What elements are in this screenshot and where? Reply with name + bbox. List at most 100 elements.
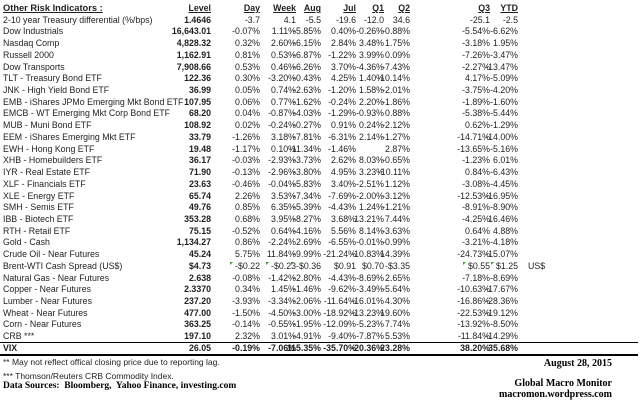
table-row: 2-10 year Treasury differential (%/bps) 1… <box>0 14 638 26</box>
cell-q3: $0.55 <box>462 260 490 272</box>
cell-q1: 1.58% <box>359 85 384 96</box>
cell-jul: -12.09% <box>323 319 356 330</box>
cell-q2: -7.43% <box>382 61 410 72</box>
table-row: MUB - Muni Bond ETF 108.92 0.02% -0.24% -0.2… <box>0 119 638 131</box>
cell-q1: -7.87% <box>356 331 384 342</box>
cell-level: 33.79 <box>188 131 211 142</box>
cell-ytd: -2.5 <box>502 14 518 25</box>
cell-level: 197.10 <box>184 331 211 342</box>
cell-aug: -3.00% <box>293 307 321 318</box>
cell-q2: -2.01% <box>382 85 410 96</box>
cell-week: -7.06% <box>268 342 296 353</box>
cell-ytd: 35.68% <box>488 342 518 353</box>
cell-q3: -24.73% <box>457 249 490 260</box>
cell-week: -0.87% <box>268 108 296 119</box>
table-row: Nasdaq Comp 4,828.32 0.32% 2.60% -6.15% 2.84%… <box>0 37 638 49</box>
column-header-jul: Jul <box>343 3 356 13</box>
cell-day: -1.26% <box>232 131 260 142</box>
cell-q2: 7.74% <box>385 319 410 330</box>
cell-aug: -6.26% <box>293 61 321 72</box>
cell-q1: -3.49% <box>356 284 384 295</box>
cell-q2: -5.64% <box>382 284 410 295</box>
cell-day: 0.81% <box>235 49 260 60</box>
cell-q3: -13.92% <box>457 319 490 330</box>
cell-q3: 38.20% <box>460 342 490 353</box>
cell-q1: 3.23% <box>359 167 384 178</box>
cell-q3: -8.91% <box>462 202 490 213</box>
cell-warning-flag-icon <box>230 261 234 265</box>
cell-q2: -3.63% <box>382 225 410 236</box>
cell-jul: -1.29% <box>328 108 356 119</box>
cell-level: 353.28 <box>184 213 211 224</box>
cell-jul: -18.92% <box>323 307 356 318</box>
cell-warning-flag-icon <box>266 261 270 265</box>
cell-ytd: -15.07% <box>485 249 518 260</box>
cell-week: -1.42% <box>268 272 296 283</box>
cell-level: 1.4646 <box>184 14 211 25</box>
cell-q1: -4.36% <box>356 61 384 72</box>
cell-q1: 8.14% <box>359 225 384 236</box>
report-date: August 28, 2015 <box>543 358 612 369</box>
cell-jul: $0.91 <box>333 260 356 271</box>
cell-aug: -$0.36 <box>291 260 321 272</box>
cell-ytd: -8.90% <box>490 202 518 213</box>
column-header-aug: Aug <box>303 3 321 13</box>
cell-jul: -1.20% <box>328 85 356 96</box>
cell-q3: -1.89% <box>462 96 490 107</box>
cell-ytd: -17.67% <box>485 284 518 295</box>
cell-jul: 4.25% <box>331 73 356 84</box>
cell-q1: 3.99% <box>359 49 384 60</box>
cell-aug: -2.80% <box>293 272 321 283</box>
cell-q2: 34.6 <box>392 14 410 25</box>
cell-q2: 2.65% <box>385 272 410 283</box>
cell-day: -0.03% <box>232 155 260 166</box>
cell-level: 45.24 <box>188 249 211 260</box>
row-label: MUB - Muni Bond ETF <box>3 120 92 131</box>
cell-q3: -3.21% <box>462 237 490 248</box>
table-top-rule <box>0 341 638 343</box>
cell-week: 0.53% <box>271 49 296 60</box>
cell-ytd: -14.00% <box>485 131 518 142</box>
cell-q1: 1.24% <box>359 202 384 213</box>
cell-day: -1.17% <box>232 143 260 154</box>
cell-level: 2.3370 <box>184 284 211 295</box>
cell-aug: -6.15% <box>293 38 321 49</box>
row-label: RTH - Retail ETF <box>3 225 71 236</box>
cell-level: 108.92 <box>184 120 211 131</box>
cell-q2: -10.11% <box>377 167 410 178</box>
cell-q1: -5.23% <box>356 319 384 330</box>
cell-aug: 115.35% <box>286 342 321 353</box>
cell-q2: 4.30% <box>385 296 410 306</box>
cell-level: 68.20 <box>188 108 211 119</box>
cell-q3: 4.17% <box>465 73 490 84</box>
data-sources-line: Data Sources: Bloomberg, Yahoo Finance, … <box>3 381 237 391</box>
column-header-week: Week <box>273 3 296 13</box>
cell-level: 26.05 <box>188 342 211 353</box>
cell-week: 6.35% <box>271 202 296 213</box>
cell-q1: -2.51% <box>356 178 384 189</box>
cell-q3: -25.1 <box>469 14 490 25</box>
table-row: Corn - Near Futures 363.25 -0.14% -0.55% -1.… <box>0 318 638 330</box>
table-row: XHB - Homebuilders ETF 36.17 -0.03% -2.93% -… <box>0 154 638 166</box>
cell-week: 3.95% <box>271 213 296 224</box>
cell-q1: -12.0 <box>363 14 384 25</box>
cell-day: 0.34% <box>235 284 260 295</box>
cell-level: 107.95 <box>184 96 211 107</box>
cell-level: 477.00 <box>184 307 211 318</box>
cell-ytd: -5.09% <box>490 73 518 84</box>
cell-aug: -5.85% <box>293 26 321 37</box>
cell-q3: 0.84% <box>465 167 490 178</box>
table-row: Dow Industrials 16,643.01 -0.07% 1.11% -5.85… <box>0 25 638 37</box>
cell-ytd: -8.50% <box>490 319 518 330</box>
cell-warning-flag-icon <box>462 261 466 265</box>
row-label: XHB - Homebuilders ETF <box>3 155 103 166</box>
cell-ytd: -13.47% <box>485 61 518 72</box>
cell-week: -2.96% <box>268 167 296 178</box>
column-header-q3: Q3 <box>478 3 490 13</box>
cell-q3: -1.23% <box>462 155 490 166</box>
cell-ytd: 1.95% <box>493 38 518 49</box>
footnote-crb-index: *** Thomson/Reuters CRB Commodity Index. <box>3 371 174 381</box>
cell-ytd: -1.29% <box>490 120 518 131</box>
cell-week: -2.93% <box>268 155 296 166</box>
cell-jul: -1.46% <box>328 143 356 154</box>
